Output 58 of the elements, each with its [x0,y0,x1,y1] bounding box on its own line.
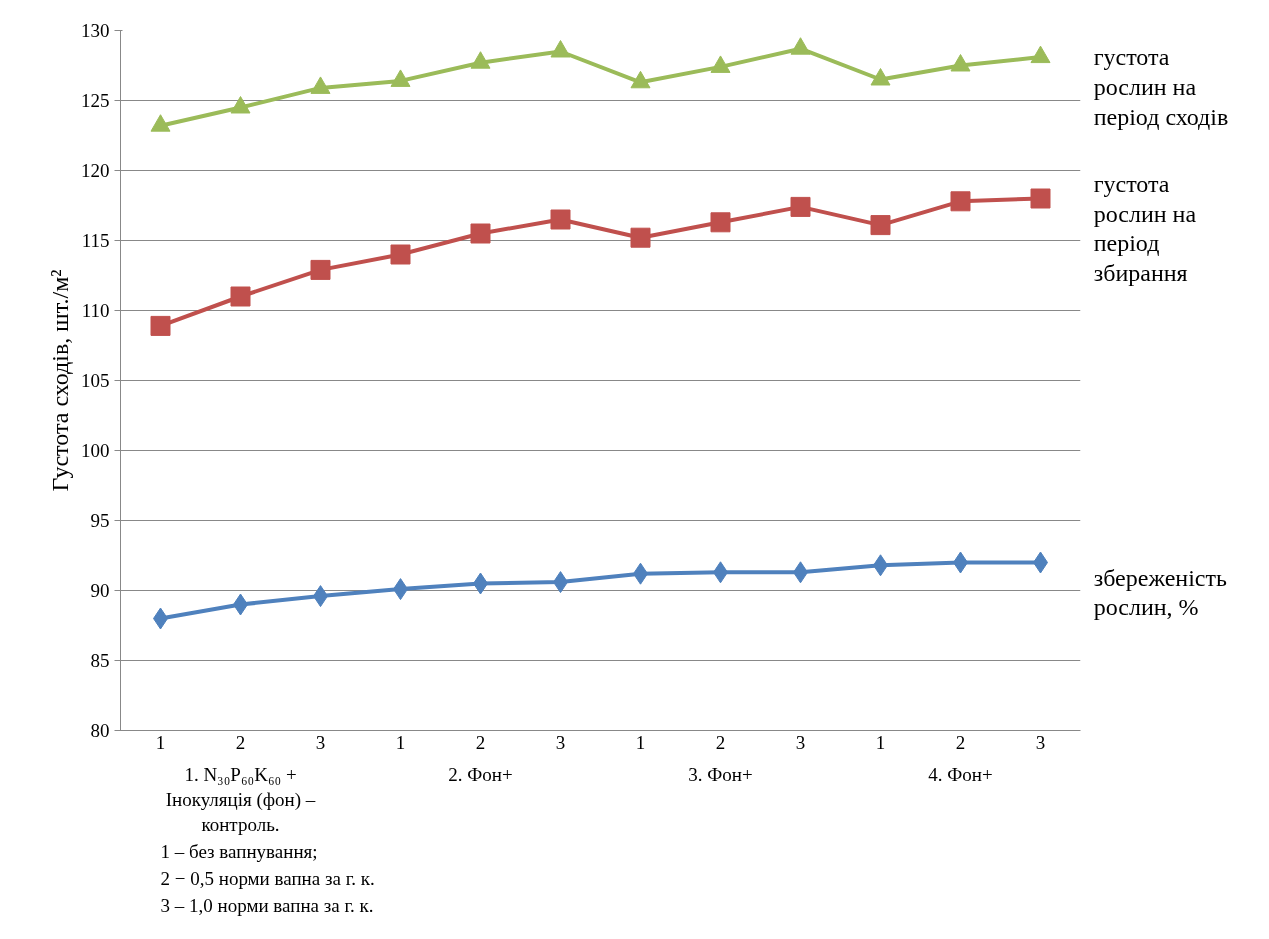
series-label: густота рослин на період збирання [1093,170,1197,287]
point [630,227,651,248]
y-tick-label: 85 [90,650,110,671]
point [470,51,491,69]
x-tick-label: 3 [315,731,326,753]
point [390,69,411,87]
text: 2 − 0,5 норми вапна за г. к. [160,867,375,889]
point [310,76,331,94]
y-tick-label: 100 [81,440,110,461]
y-tick-label: 120 [81,160,110,181]
point [710,212,731,233]
point [870,215,891,236]
series-label: густота рослин на період сходів [1093,44,1229,130]
x-tick-label: 2 [955,731,966,753]
point [870,68,891,86]
y-tick-label: 125 [81,90,110,111]
text: 4. Фон+ [928,763,993,785]
point [950,191,971,212]
text: 1. N₃₀P₆₀K₆₀ + Інокуляція (фон) – контроль. [165,763,316,835]
point [790,37,811,55]
point [230,96,251,114]
x-tick-label: 2 [475,731,486,753]
point [470,223,491,244]
y-tick-label: 110 [81,300,110,321]
y-tick-label: 105 [81,370,110,391]
x-tick-label: 1 [875,731,886,753]
point [1030,188,1051,209]
x-tick-label: 3 [1035,731,1046,753]
text: 3. Фон+ [688,763,753,785]
point [950,54,971,72]
x-tick-label: 1 [395,731,406,753]
point [150,315,171,336]
series-label: збереженість рослин, % [1093,564,1227,621]
x-tick-label: 3 [795,731,806,753]
point [150,114,171,132]
text: 3 – 1,0 норми вапна за г. к. [160,895,374,917]
point [230,286,251,307]
point [550,209,571,230]
y-axis-title: Густота сходів, шт./м² [47,269,73,492]
point [630,70,651,89]
x-tick-label: 1 [155,731,166,753]
y-tick-label: 90 [90,580,110,601]
x-tick-label: 3 [555,731,566,753]
point [310,259,331,280]
point [550,40,571,58]
y-tick-label: 115 [81,230,110,251]
y-tick-label: 95 [90,510,110,531]
y-tick-label: 130 [81,20,110,41]
point [1030,45,1051,64]
point [390,244,411,265]
text: 1 – без вапнування; [160,840,318,862]
text: 2. Фон+ [448,763,513,785]
x-tick-label: 1 [635,731,646,753]
x-tick-label: 2 [235,731,246,753]
point [710,55,731,73]
x-tick-label: 2 [715,731,726,753]
y-tick-label: 80 [90,720,110,741]
point [790,196,811,217]
